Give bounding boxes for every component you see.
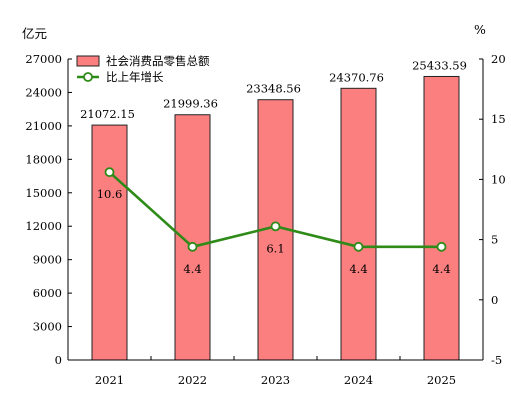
growth-marker-2025 [436, 241, 447, 252]
right-tick-label: 0 [491, 293, 498, 307]
growth-value-label: 10.6 [97, 187, 123, 201]
right-tick-label: 5 [491, 233, 498, 247]
left-tick-label: 0 [55, 353, 62, 367]
left-tick-label: 18000 [25, 152, 62, 166]
left-tick-label: 21000 [25, 119, 62, 133]
growth-value-label: 6.1 [266, 241, 284, 255]
left-tick-label: 27000 [25, 52, 62, 66]
right-tick-label: 15 [491, 112, 506, 126]
bar-value-label: 23348.56 [246, 82, 301, 96]
left-tick-label: 24000 [25, 85, 62, 99]
right-tick-label: -5 [491, 353, 502, 367]
growth-value-label: 4.4 [183, 262, 201, 276]
bar-value-label: 21072.15 [80, 107, 135, 121]
bar-2021 [91, 124, 128, 361]
x-tick-label: 2022 [178, 373, 207, 387]
axes: 0 3000 6000 9000 12000 15000 18000 21000 24000 27… [25, 52, 505, 387]
bar-2025 [423, 75, 460, 361]
right-tick-label: 20 [491, 52, 506, 66]
legend-line-marker [83, 72, 93, 82]
bar-value-label: 24370.76 [329, 70, 384, 84]
legend-line-label: 比上年增长 [106, 70, 164, 84]
growth-marker-2022 [187, 241, 198, 252]
left-tick-label: 3000 [33, 320, 62, 334]
x-tick-label: 2025 [427, 373, 456, 387]
bars [91, 75, 460, 361]
left-tick-label: 6000 [33, 286, 62, 300]
growth-value-label: 4.4 [432, 262, 450, 276]
x-tick-label: 2023 [261, 373, 290, 387]
x-tick-label: 2021 [95, 373, 124, 387]
left-tick-label: 15000 [25, 186, 62, 200]
right-tick-label: 10 [491, 172, 506, 186]
bar-value-label: 25433.59 [412, 58, 467, 72]
left-axis-unit: 亿元 [22, 26, 47, 41]
growth-marker-2024 [353, 241, 364, 252]
right-axis-unit: % [474, 22, 486, 37]
bar-2024 [340, 87, 377, 361]
data-labels: 21072.15 21999.36 23348.56 24370.76 25433.59… [80, 58, 467, 275]
legend-bar-label: 社会消费品零售总额 [106, 54, 210, 68]
growth-value-label: 4.4 [349, 262, 367, 276]
growth-marker-2023 [270, 221, 281, 232]
growth-marker-2021 [104, 167, 115, 178]
x-tick-label: 2024 [344, 373, 373, 387]
left-tick-label: 9000 [33, 253, 62, 267]
growth-line [104, 167, 447, 252]
legend-bar-swatch [76, 55, 100, 67]
left-tick-label: 12000 [25, 219, 62, 233]
bar-value-label: 21999.36 [163, 97, 218, 111]
